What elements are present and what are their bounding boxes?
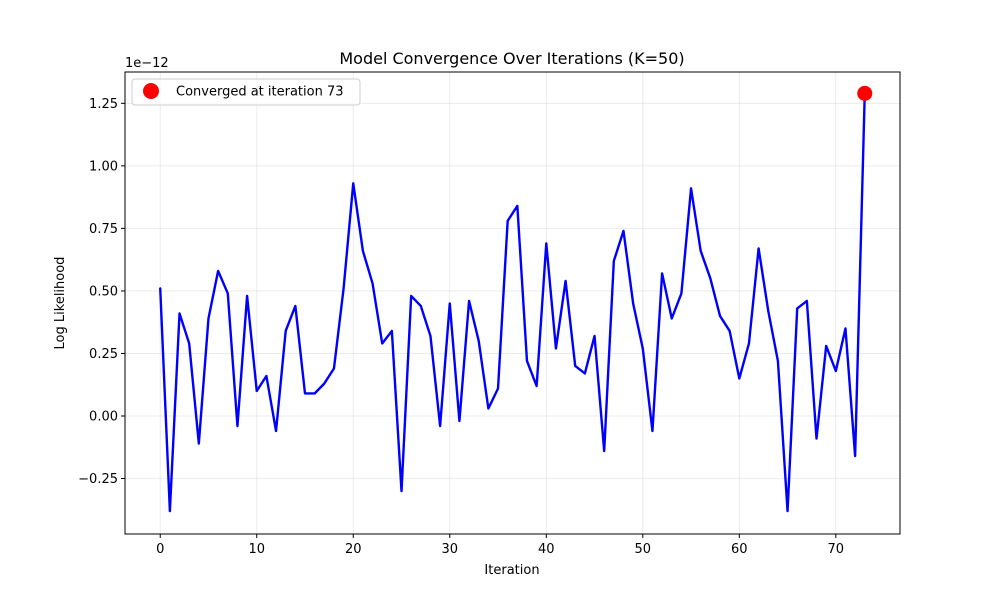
plot-frame [124, 71, 901, 535]
marker-layer [857, 85, 873, 101]
legend-label: Converged at iteration 73 [176, 85, 344, 100]
y-tick-label: 0.50 [89, 284, 118, 299]
y-tick-label: 1.25 [89, 97, 118, 112]
log-likelihood-line [159, 92, 866, 513]
x-tick-label: 30 [441, 542, 458, 557]
x-tick-label: 60 [731, 542, 748, 557]
x-tick-label: 50 [635, 542, 652, 557]
legend: Converged at iteration 73 [131, 78, 361, 106]
y-tick-label: 0.00 [89, 409, 118, 424]
x-tick-label: 40 [538, 542, 555, 557]
convergence-marker [857, 85, 873, 101]
x-tick-label: 20 [345, 542, 362, 557]
x-tick-label: 70 [828, 542, 845, 557]
legend-box [131, 78, 361, 106]
grid-layer [125, 72, 900, 534]
y-tick-label: −0.25 [78, 472, 118, 487]
series-layer [159, 92, 866, 513]
y-axis-label: Log Likelihood [53, 257, 68, 350]
legend-marker-icon [143, 83, 159, 99]
y-offset-label: 1e−12 [125, 56, 169, 71]
chart-title: Model Convergence Over Iterations (K=50) [339, 49, 684, 68]
y-tick-label: 0.25 [89, 347, 118, 362]
y-tick-label: 1.00 [89, 159, 118, 174]
y-tick-label: 0.75 [89, 222, 118, 237]
y-axis: −0.25 0.00 0.25 0.50 0.75 1.00 1.25 [78, 97, 125, 487]
x-axis-label: Iteration [484, 563, 539, 578]
x-tick-label: 10 [248, 542, 265, 557]
x-tick-label: 0 [156, 542, 164, 557]
x-axis: 0 10 20 30 40 50 60 70 [156, 534, 844, 557]
